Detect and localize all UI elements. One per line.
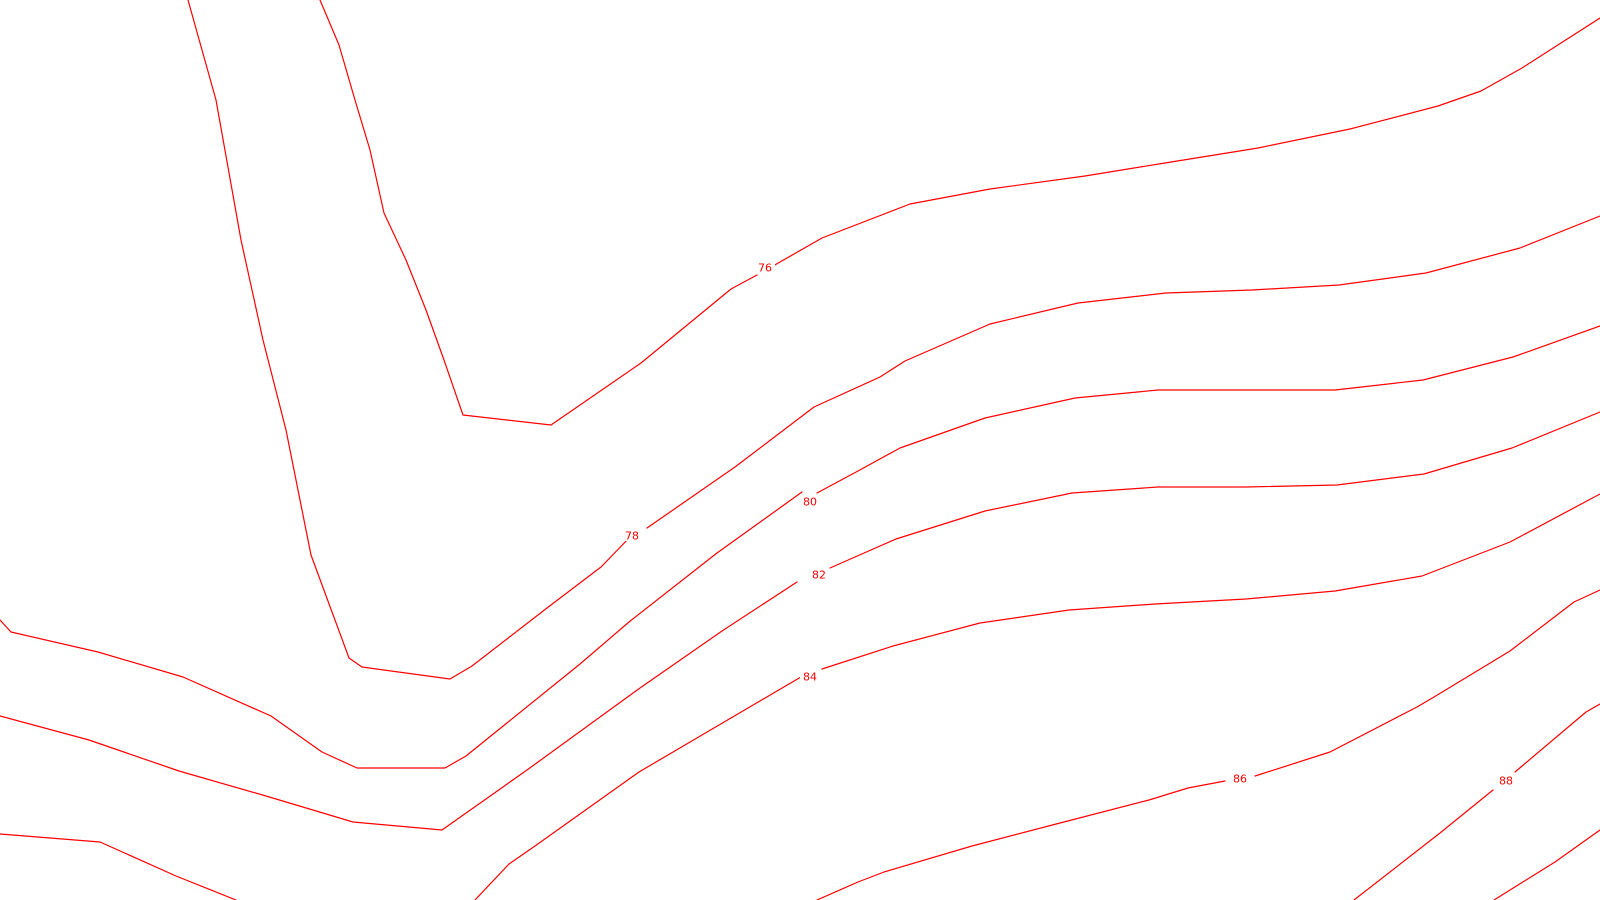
contour-label-78-text: 78 [625,530,639,543]
contour-line-86 [816,780,1226,900]
contour-label-82-text: 82 [812,569,826,582]
contour-line-lower-right [1493,829,1600,900]
contour-line-80 [0,581,798,831]
contour-label-86-text: 86 [1233,773,1247,786]
contour-line-82-east [829,411,1600,569]
contour-label-78: 78 [622,528,642,543]
contour-label-88: 88 [1496,773,1516,788]
contour-label-86: 86 [1230,771,1250,786]
contour-line-88 [1353,789,1494,900]
contour-line-76-upper [319,0,758,426]
contour-label-80: 80 [800,494,820,509]
contour-label-88-text: 88 [1499,775,1513,788]
contour-label-80-text: 80 [803,496,817,509]
contour-line-86-east [1254,589,1600,777]
contour-line-76-upper-east [772,17,1600,267]
contour-label-84: 84 [800,669,820,684]
contour-line-76 [187,0,632,680]
contour-line-88-east [1514,703,1600,773]
contour-line-82 [0,833,237,900]
contour-line-78-east [646,215,1600,529]
contour-label-82: 82 [809,567,829,582]
contour-line-84-east [821,493,1600,670]
contour-line-78 [0,491,803,769]
contour-line-82-mid [474,673,807,900]
contour-label-84-text: 84 [803,671,817,684]
contour-label-76: 76 [755,260,775,275]
contour-line-80-east [816,325,1600,494]
contour-label-76-text: 76 [758,262,772,275]
